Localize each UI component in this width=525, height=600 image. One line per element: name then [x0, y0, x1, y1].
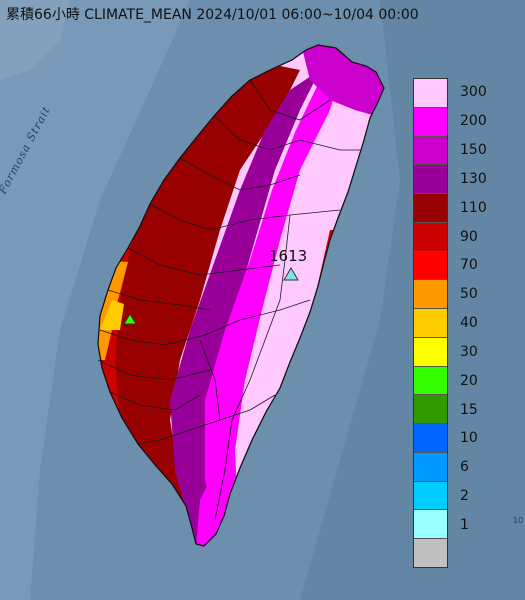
boundary-line: [199, 339, 221, 421]
legend-color-bar: [413, 78, 448, 568]
boundary-line: [213, 115, 360, 151]
legend-swatch: [414, 539, 447, 568]
legend-label: 20: [460, 372, 478, 389]
legend-swatch: [414, 194, 447, 223]
legend-label: 300: [460, 84, 487, 101]
legend-labels: 300 200 150 130 110 90 70 50 40 30 20 15 10 6 2 1: [460, 78, 520, 568]
boundary-line: [109, 391, 201, 411]
legend-label: 1: [460, 516, 469, 533]
peak-triangle-icon: [283, 267, 299, 281]
legend-label: 50: [460, 286, 478, 303]
legend-label: 90: [460, 228, 478, 245]
legend-label: 40: [460, 315, 478, 332]
boundary-line: [249, 79, 331, 121]
coastline: [97, 44, 385, 547]
legend-label: 130: [460, 170, 487, 187]
legend-swatch: [414, 366, 447, 396]
legend-swatch: [414, 309, 447, 338]
boundary-line: [107, 289, 211, 311]
band-coast-yellow: [100, 300, 124, 330]
legend-swatch: [414, 251, 447, 281]
legend-swatch: [414, 79, 447, 108]
legend-label: 2: [460, 488, 469, 504]
boundary-line: [214, 214, 291, 521]
legend-label: 30: [460, 343, 478, 360]
legend-label: 6: [460, 459, 469, 476]
legend-label: 10: [460, 430, 478, 447]
legend-label: [460, 539, 520, 568]
boundary-line: [97, 359, 211, 381]
legend-swatch: [414, 222, 447, 252]
legend-swatch: [414, 452, 447, 482]
boundary-line: [179, 157, 301, 191]
legend-swatch: [414, 337, 447, 367]
seafloor-shelf: [0, 0, 190, 600]
legend-label: 200: [460, 113, 487, 130]
legend-label: 150: [460, 142, 487, 159]
legend-swatch: [414, 481, 447, 511]
legend-swatch: [414, 136, 447, 166]
county-boundaries: [97, 79, 360, 521]
boundary-line: [99, 299, 311, 346]
minor-peak-triangle-icon: [123, 313, 137, 325]
band-purple: [170, 70, 320, 546]
legend-swatch: [414, 510, 447, 540]
legend-swatch: [414, 107, 447, 137]
china-coast: [0, 0, 70, 80]
seafloor-east: [300, 0, 525, 600]
legend-label: 70: [460, 257, 478, 274]
legend-swatch: [414, 395, 447, 425]
edge-label: 10: [513, 516, 524, 525]
legend-label: 110: [460, 199, 487, 216]
legend-swatch: [414, 165, 447, 195]
peak-value-label: 1613: [269, 247, 308, 265]
legend-label: 15: [460, 401, 478, 418]
boundary-line: [127, 247, 281, 276]
boundary-line: [137, 394, 276, 445]
map-title: 累積66小時 CLIMATE_MEAN 2024/10/01 06:00~10/…: [6, 7, 419, 23]
boundary-line: [149, 203, 341, 231]
legend-swatch: [414, 280, 447, 310]
legend-swatch: [414, 424, 447, 453]
